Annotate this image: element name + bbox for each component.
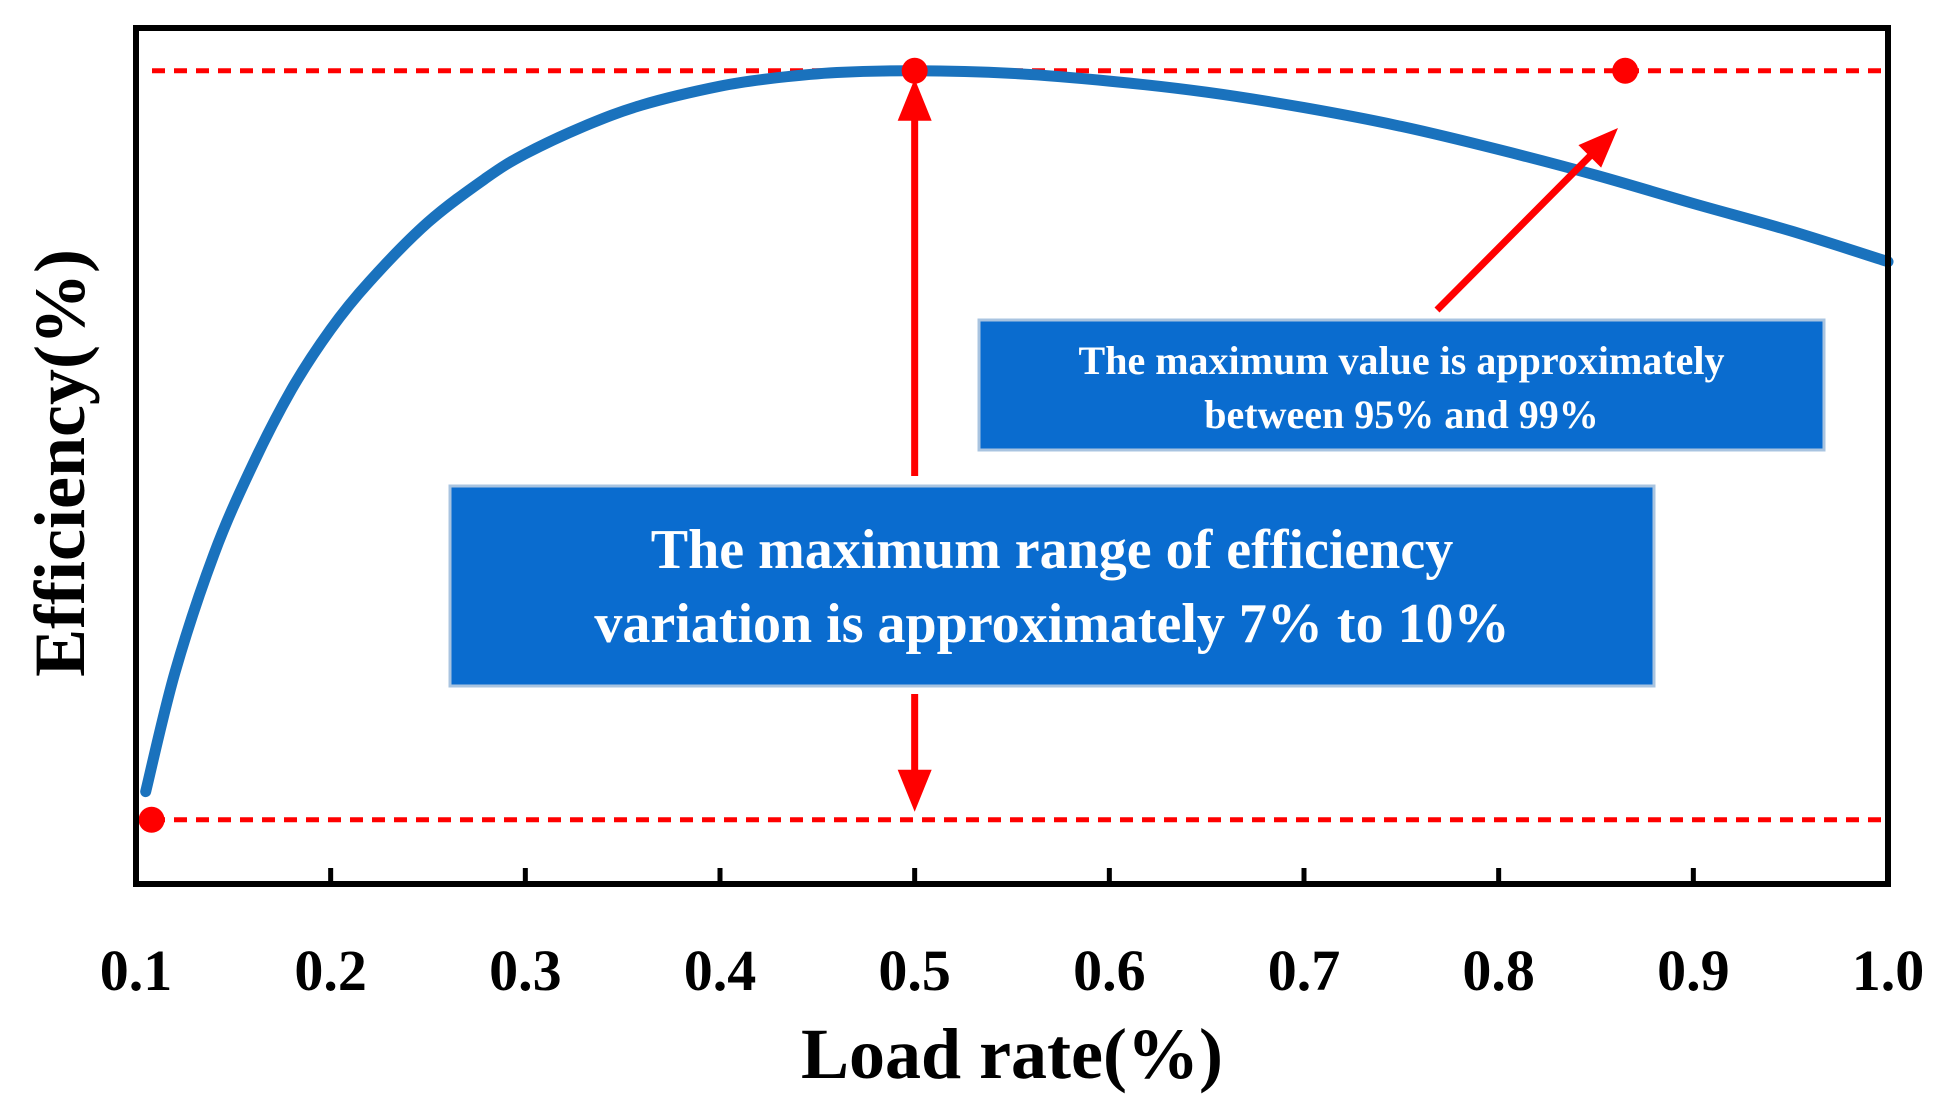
plot-frame — [133, 25, 1891, 887]
x-tick-label: 0.2 — [294, 938, 367, 1003]
x-tick-label: 0.7 — [1268, 938, 1341, 1003]
x-axis-title: Load rate(%) — [801, 1014, 1223, 1094]
min-point — [138, 806, 165, 833]
range-annotation-box — [448, 484, 1656, 688]
y-axis-title: Efficiency(%) — [20, 249, 100, 677]
x-tick-label: 0.8 — [1462, 938, 1535, 1003]
range-annotation-line: variation is approximately 7% to 10% — [594, 593, 1509, 655]
max-value-annotation-line: The maximum value is approximately — [1079, 338, 1725, 383]
x-tick-label: 0.5 — [878, 938, 951, 1003]
x-tick-label: 0.6 — [1073, 938, 1146, 1003]
x-tick-label: 0.1 — [100, 938, 173, 1003]
max-value-annotation-line: between 95% and 99% — [1204, 392, 1598, 437]
x-tick-label: 0.3 — [489, 938, 562, 1003]
x-tick-label: 1.0 — [1852, 938, 1925, 1003]
efficiency-curve — [140, 65, 1894, 798]
max-line-point — [1612, 57, 1639, 84]
x-tick-label: 0.4 — [684, 938, 757, 1003]
max-value-annotation-box — [977, 318, 1826, 452]
x-tick-label: 0.9 — [1657, 938, 1730, 1003]
max-point — [901, 57, 928, 84]
max-value-arrow-head — [1578, 128, 1618, 168]
range-arrow-down-head — [897, 769, 932, 812]
range-annotation-line: The maximum range of efficiency — [651, 519, 1453, 581]
range-arrow-up-head — [897, 78, 932, 121]
max-value-arrow-shaft — [1434, 141, 1605, 313]
